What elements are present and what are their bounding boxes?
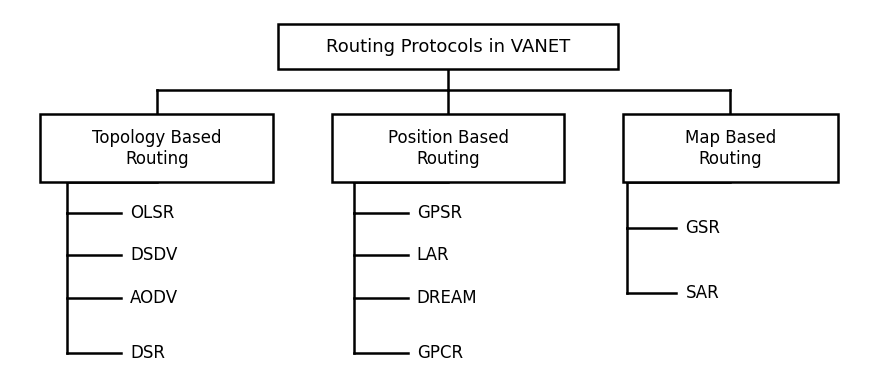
Text: DSDV: DSDV (130, 246, 177, 264)
Text: Routing Protocols in VANET: Routing Protocols in VANET (326, 38, 570, 56)
FancyBboxPatch shape (40, 114, 273, 183)
Text: DREAM: DREAM (417, 289, 478, 307)
FancyBboxPatch shape (623, 114, 838, 183)
Text: Topology Based
Routing: Topology Based Routing (92, 129, 221, 168)
Text: GPSR: GPSR (417, 204, 461, 222)
Text: GSR: GSR (685, 219, 720, 237)
FancyBboxPatch shape (278, 24, 618, 69)
Text: DSR: DSR (130, 344, 165, 362)
Text: AODV: AODV (130, 289, 178, 307)
Text: LAR: LAR (417, 246, 449, 264)
FancyBboxPatch shape (332, 114, 564, 183)
Text: GPCR: GPCR (417, 344, 462, 362)
Text: SAR: SAR (685, 284, 719, 301)
Text: Position Based
Routing: Position Based Routing (387, 129, 509, 168)
Text: OLSR: OLSR (130, 204, 175, 222)
Text: Map Based
Routing: Map Based Routing (685, 129, 776, 168)
